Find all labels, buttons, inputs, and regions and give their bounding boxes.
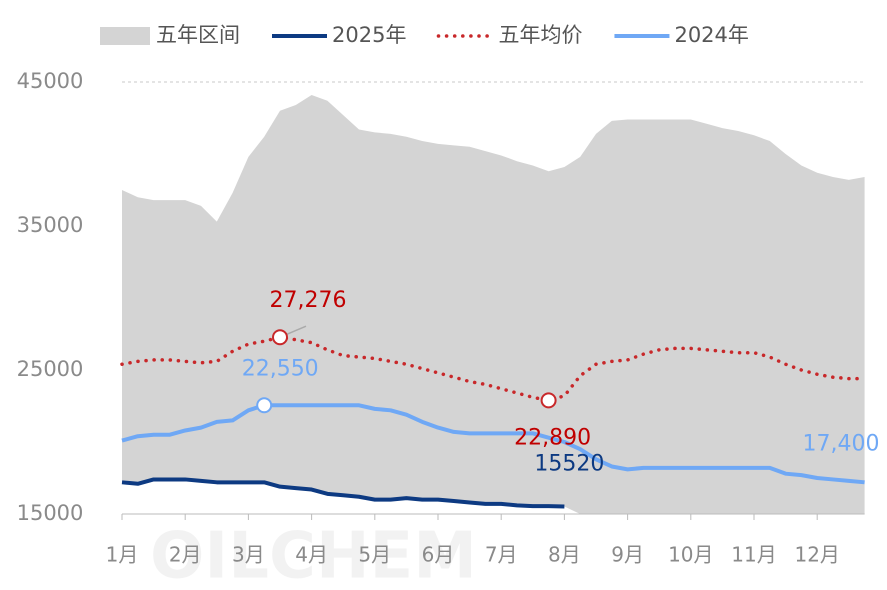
- x-tick-label: 12月: [794, 543, 839, 567]
- legend-label: 五年均价: [498, 23, 582, 47]
- point-marker: [540, 392, 557, 409]
- x-tick-label: 2月: [169, 543, 202, 567]
- x-tick-label: 10月: [668, 543, 713, 567]
- legend-label: 2025年: [332, 23, 406, 47]
- x-tick-label: 4月: [295, 543, 328, 567]
- data-label: 15520: [534, 452, 604, 477]
- watermark: OILCHEM: [150, 520, 477, 590]
- series-line: [121, 477, 565, 509]
- y-tick-label: 15000: [17, 501, 84, 525]
- x-tick-label: 5月: [358, 543, 391, 567]
- legend-label: 五年区间: [156, 23, 240, 47]
- legend-label: 2024年: [674, 23, 748, 47]
- data-label: 17,400: [803, 431, 880, 456]
- x-tick-label: 3月: [232, 543, 265, 567]
- y-tick-label: 35000: [17, 213, 84, 237]
- data-label: 22,550: [242, 356, 319, 381]
- x-tick-label: 1月: [106, 543, 139, 567]
- y-tick-label: 45000: [17, 69, 84, 93]
- legend-swatch: [100, 27, 150, 45]
- series-line: [120, 335, 867, 403]
- x-tick-label: 8月: [548, 543, 581, 567]
- range-band: [122, 94, 865, 515]
- x-tick-label: 6月: [422, 543, 455, 567]
- x-tick-label: 7月: [485, 543, 518, 567]
- series-line: [121, 403, 865, 485]
- x-tick-label: 9月: [611, 543, 644, 567]
- x-tick-label: 11月: [731, 543, 776, 567]
- point-marker: [256, 397, 273, 414]
- data-label: 27,276: [270, 288, 347, 313]
- y-tick-label: 25000: [17, 357, 84, 381]
- point-marker: [272, 329, 288, 346]
- data-label: 22,890: [514, 425, 591, 450]
